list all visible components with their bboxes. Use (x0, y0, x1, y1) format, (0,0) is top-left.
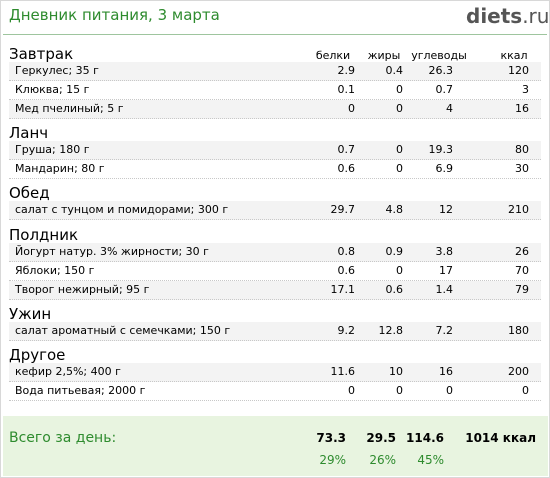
kcal-value: 79 (515, 283, 529, 296)
food-name: Творог нежирный; 95 г (15, 283, 150, 296)
col-header-fat: жиры (367, 49, 401, 62)
food-name: салат с тунцом и помидорами; 300 г (15, 203, 229, 216)
section-title: Ланч (9, 124, 49, 142)
section-title: Завтрак (9, 45, 74, 63)
protein-value: 0.6 (337, 264, 356, 277)
kcal-value: 3 (522, 83, 529, 96)
food-row: Яблоки; 150 г 0.6 0 17 70 (9, 262, 541, 281)
food-name: Яблоки; 150 г (15, 264, 95, 277)
total-carbs-percent: 45% (417, 453, 444, 467)
fat-value: 0 (396, 264, 403, 277)
kcal-value: 180 (508, 324, 529, 337)
food-name: Клюква; 15 г (15, 83, 90, 96)
food-name: Груша; 180 г (15, 143, 90, 156)
carbs-value: 7.2 (435, 324, 454, 337)
protein-value: 0 (348, 384, 355, 397)
fat-value: 4.8 (385, 203, 404, 216)
kcal-value: 30 (515, 162, 529, 175)
food-row: Клюква; 15 г 0.1 0 0.7 3 (9, 81, 541, 100)
total-carbs: 114.6 (406, 431, 444, 445)
carbs-value: 12 (439, 203, 453, 216)
food-row: салат с тунцом и помидорами; 300 г 29.7 4.… (9, 201, 541, 220)
kcal-value: 70 (515, 264, 529, 277)
totals-label: Всего за день: (9, 430, 117, 446)
fat-value: 10 (389, 365, 403, 378)
protein-value: 0.1 (337, 83, 356, 96)
carbs-value: 16 (439, 365, 453, 378)
kcal-value: 210 (508, 203, 529, 216)
kcal-value: 26 (515, 245, 529, 258)
carbs-value: 17 (439, 264, 453, 277)
total-fat: 29.5 (366, 431, 396, 445)
food-name: кефир 2,5%; 400 г (15, 365, 121, 378)
total-protein-percent: 29% (319, 453, 346, 467)
kcal-value: 0 (522, 384, 529, 397)
food-name: Йогурт натур. 3% жирности; 30 г (15, 245, 209, 258)
section-title: Ужин (9, 305, 52, 323)
fat-value: 0.9 (385, 245, 404, 258)
food-name: Мед пчелиный; 5 г (15, 102, 124, 115)
header-divider (3, 34, 547, 35)
food-row: Творог нежирный; 95 г 17.1 0.6 1.4 79 (9, 281, 541, 300)
food-name: Мандарин; 80 г (15, 162, 105, 175)
total-fat-percent: 26% (369, 453, 396, 467)
carbs-value: 6.9 (435, 162, 454, 175)
food-row: Йогурт натур. 3% жирности; 30 г 0.8 0.9 3.8… (9, 243, 541, 262)
kcal-value: 120 (508, 64, 529, 77)
food-name: салат ароматный с семечками; 150 г (15, 324, 231, 337)
col-header-kcal: ккал (500, 49, 528, 62)
food-row: кефир 2,5%; 400 г 11.6 10 16 200 (9, 363, 541, 382)
protein-value: 17.1 (330, 283, 356, 296)
page-title: Дневник питания, 3 марта (9, 6, 220, 24)
fat-value: 0 (396, 83, 403, 96)
total-kcal: 1014 ккал (465, 431, 536, 445)
protein-value: 11.6 (330, 365, 356, 378)
fat-value: 0 (396, 102, 403, 115)
carbs-value: 26.3 (428, 64, 454, 77)
logo-main: diets (466, 4, 523, 28)
fat-value: 0.4 (385, 64, 404, 77)
fat-value: 12.8 (378, 324, 404, 337)
total-protein: 73.3 (316, 431, 346, 445)
fat-value: 0 (396, 162, 403, 175)
fat-value: 0.6 (385, 283, 404, 296)
carbs-value: 1.4 (435, 283, 454, 296)
protein-value: 2.9 (337, 64, 356, 77)
section-title: Полдник (9, 226, 79, 244)
col-header-protein: белки (315, 49, 351, 62)
kcal-value: 200 (508, 365, 529, 378)
kcal-value: 80 (515, 143, 529, 156)
logo-tld: .ru (522, 4, 550, 28)
fat-value: 0 (396, 384, 403, 397)
carbs-value: 4 (446, 102, 453, 115)
site-logo[interactable]: diets.ru (466, 4, 549, 28)
food-row: Груша; 180 г 0.7 0 19.3 80 (9, 141, 541, 160)
carbs-value: 19.3 (428, 143, 454, 156)
food-row: салат ароматный с семечками; 150 г 9.2 12.… (9, 322, 541, 341)
protein-value: 0.8 (337, 245, 356, 258)
section-title: Обед (9, 184, 50, 202)
fat-value: 0 (396, 143, 403, 156)
protein-value: 0.6 (337, 162, 356, 175)
protein-value: 9.2 (337, 324, 356, 337)
food-row: Геркулес; 35 г 2.9 0.4 26.3 120 (9, 62, 541, 81)
food-row: Вода питьевая; 2000 г 0 0 0 0 (9, 382, 541, 401)
food-row: Мандарин; 80 г 0.6 0 6.9 30 (9, 160, 541, 179)
carbs-value: 0 (446, 384, 453, 397)
protein-value: 0 (348, 102, 355, 115)
totals-panel (3, 416, 548, 476)
food-name: Геркулес; 35 г (15, 64, 99, 77)
food-row: Мед пчелиный; 5 г 0 0 4 16 (9, 100, 541, 119)
carbs-value: 0.7 (435, 83, 454, 96)
food-name: Вода питьевая; 2000 г (15, 384, 146, 397)
section-title: Другое (9, 346, 66, 364)
kcal-value: 16 (515, 102, 529, 115)
protein-value: 29.7 (330, 203, 356, 216)
carbs-value: 3.8 (435, 245, 454, 258)
col-header-carbs: углеводы (411, 49, 467, 62)
protein-value: 0.7 (337, 143, 356, 156)
